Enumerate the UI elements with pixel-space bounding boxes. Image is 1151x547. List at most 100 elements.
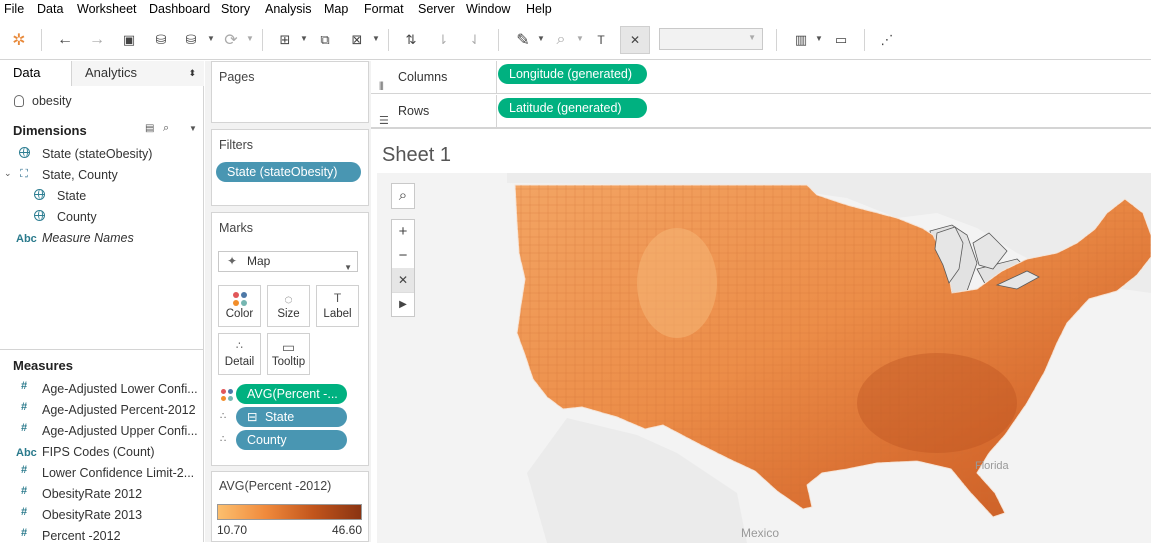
clear-sheet-icon[interactable]: ⊠: [351, 32, 363, 47]
view-list-icon[interactable]: ▤: [145, 123, 155, 134]
field-measure[interactable]: # Lower Confidence Limit-2...: [0, 463, 203, 484]
menu-format[interactable]: Format: [364, 2, 404, 16]
toolbar-separator: [498, 29, 499, 51]
menu-help[interactable]: Help: [526, 2, 552, 16]
presentation-mode-icon[interactable]: ▭: [834, 32, 848, 47]
field-measure[interactable]: # ObesityRate 2012: [0, 484, 203, 505]
toolbar-separator: [262, 29, 263, 51]
pause-updates-icon[interactable]: ⛁: [185, 32, 197, 47]
show-mark-labels-icon[interactable]: T: [597, 33, 605, 47]
mark-pill-avg-percent[interactable]: AVG(Percent -...: [236, 384, 347, 404]
rows-pill[interactable]: Latitude (generated): [498, 98, 647, 118]
detail-dots-icon: ∴: [220, 411, 227, 422]
chevron-down-icon[interactable]: ⌄: [4, 168, 12, 178]
menu-window[interactable]: Window: [466, 2, 511, 16]
menu-server[interactable]: Server: [418, 2, 455, 16]
pane-divider[interactable]: [0, 349, 203, 350]
sort-descending-icon[interactable]: ⇃: [469, 32, 481, 47]
chevron-down-icon[interactable]: ▼: [576, 34, 584, 43]
menu-dashboard[interactable]: Dashboard: [149, 2, 211, 16]
swap-rows-columns-icon[interactable]: ⇅: [405, 32, 417, 47]
map-canvas[interactable]: [377, 173, 1151, 543]
label-label: Label: [323, 308, 352, 320]
refresh-icon[interactable]: ⟳: [224, 32, 238, 49]
fit-dropdown[interactable]: ▼: [659, 28, 763, 50]
new-worksheet-icon[interactable]: ⊞: [279, 32, 291, 47]
legend-title: AVG(Percent -2012): [219, 479, 332, 493]
filters-shelf[interactable]: Filters State (stateObesity): [211, 129, 369, 206]
mark-type-select[interactable]: ✦ Map ▼: [218, 251, 358, 272]
tableau-logo-icon[interactable]: ✲: [12, 32, 26, 49]
share-icon[interactable]: ⋰: [880, 32, 894, 47]
field-label: Age-Adjusted Upper Confi...: [42, 424, 198, 438]
size-button[interactable]: ◌ Size: [267, 285, 310, 327]
mark-pill-county[interactable]: County: [236, 430, 347, 450]
show-me-icon[interactable]: ▥: [794, 32, 808, 47]
rows-icon: ☰: [379, 115, 389, 127]
sort-ascending-icon[interactable]: ⇂: [437, 32, 449, 47]
tab-data[interactable]: Data: [0, 61, 72, 86]
field-measure[interactable]: # ObesityRate 2013: [0, 505, 203, 526]
menu-file[interactable]: File: [4, 2, 25, 16]
field-measure[interactable]: # Age-Adjusted Upper Confi...: [0, 421, 203, 442]
chevron-down-icon[interactable]: ▼: [246, 34, 254, 43]
menu-analysis[interactable]: Analysis: [265, 2, 312, 16]
abc-icon: Abc: [16, 233, 37, 245]
zoom-in-icon[interactable]: +: [398, 223, 408, 240]
save-icon[interactable]: ▣: [122, 32, 136, 47]
map-view[interactable]: Mexico Florida ⌕ + − ✕ ▶: [377, 173, 1151, 543]
rows-label: ☰ Rows: [371, 95, 497, 128]
columns-shelf[interactable]: ⦀ Columns Longitude (generated): [371, 61, 1151, 94]
label-button[interactable]: T Label: [316, 285, 359, 327]
datasource-item[interactable]: obesity: [14, 94, 72, 108]
new-datasource-icon[interactable]: ⛁: [155, 32, 167, 47]
chevron-down-icon[interactable]: ▼: [372, 34, 380, 43]
menu-worksheet[interactable]: Worksheet: [77, 2, 137, 16]
detail-button[interactable]: ∴ Detail: [218, 333, 261, 375]
color-button[interactable]: Color: [218, 285, 261, 327]
redo-icon[interactable]: →: [89, 31, 105, 48]
filter-pill[interactable]: State (stateObesity): [216, 162, 361, 182]
sheet-title[interactable]: Sheet 1: [382, 144, 451, 166]
tooltip-button[interactable]: ▭ Tooltip: [267, 333, 310, 375]
tab-analytics[interactable]: Analytics ⬍: [72, 61, 204, 86]
play-icon[interactable]: ▶: [392, 292, 414, 316]
rows-shelf[interactable]: ☰ Rows Latitude (generated): [371, 95, 1151, 128]
group-members-icon[interactable]: ⌕: [556, 31, 566, 48]
field-measure[interactable]: # Percent -2012: [0, 526, 203, 547]
menu-story[interactable]: Story: [221, 2, 251, 16]
field-state-stateobesity[interactable]: State (stateObesity): [0, 144, 203, 165]
duplicate-sheet-icon[interactable]: ⧉: [320, 32, 330, 47]
chevron-down-icon[interactable]: ▼: [537, 34, 545, 43]
field-measure[interactable]: # Age-Adjusted Lower Confi...: [0, 379, 203, 400]
tab-menu-icon[interactable]: ⬍: [188, 68, 196, 78]
pages-shelf[interactable]: Pages: [211, 61, 369, 123]
field-measure[interactable]: # Age-Adjusted Percent-2012: [0, 400, 203, 421]
field-state[interactable]: State: [0, 186, 203, 207]
pin-clear-icon[interactable]: ✕: [620, 26, 650, 54]
tooltip-label: Tooltip: [271, 356, 306, 368]
undo-icon[interactable]: ←: [57, 31, 73, 48]
pin-icon[interactable]: ✕: [392, 268, 414, 292]
columns-pill[interactable]: Longitude (generated): [498, 64, 647, 84]
mark-pill-state[interactable]: ⊟ State: [236, 407, 347, 427]
color-legend[interactable]: AVG(Percent -2012) 10.70 46.60: [211, 471, 369, 542]
field-measure-names[interactable]: Abc Measure Names: [0, 228, 203, 249]
highlight-icon[interactable]: ✎: [516, 32, 530, 49]
field-label: Lower Confidence Limit-2...: [42, 466, 195, 480]
field-state-county-hierarchy[interactable]: ⌄ ⛶ State, County: [0, 165, 203, 186]
chevron-down-icon[interactable]: ▼: [815, 34, 823, 43]
search-icon[interactable]: ⌕: [163, 122, 170, 134]
menu-map[interactable]: Map: [324, 2, 349, 16]
field-measure[interactable]: Abc FIPS Codes (Count): [0, 442, 203, 463]
map-search-control[interactable]: ⌕: [391, 183, 415, 209]
chevron-down-icon[interactable]: ▼: [300, 34, 308, 43]
datasource-name: obesity: [32, 94, 72, 108]
zoom-out-icon[interactable]: −: [398, 247, 408, 264]
field-county[interactable]: County: [0, 207, 203, 228]
search-icon[interactable]: ⌕: [398, 187, 408, 204]
chevron-down-icon[interactable]: ▼: [207, 34, 215, 43]
menu-data[interactable]: Data: [37, 2, 64, 16]
collapse-icon[interactable]: ⊟: [247, 410, 258, 424]
chevron-down-icon[interactable]: ▼: [189, 124, 197, 133]
